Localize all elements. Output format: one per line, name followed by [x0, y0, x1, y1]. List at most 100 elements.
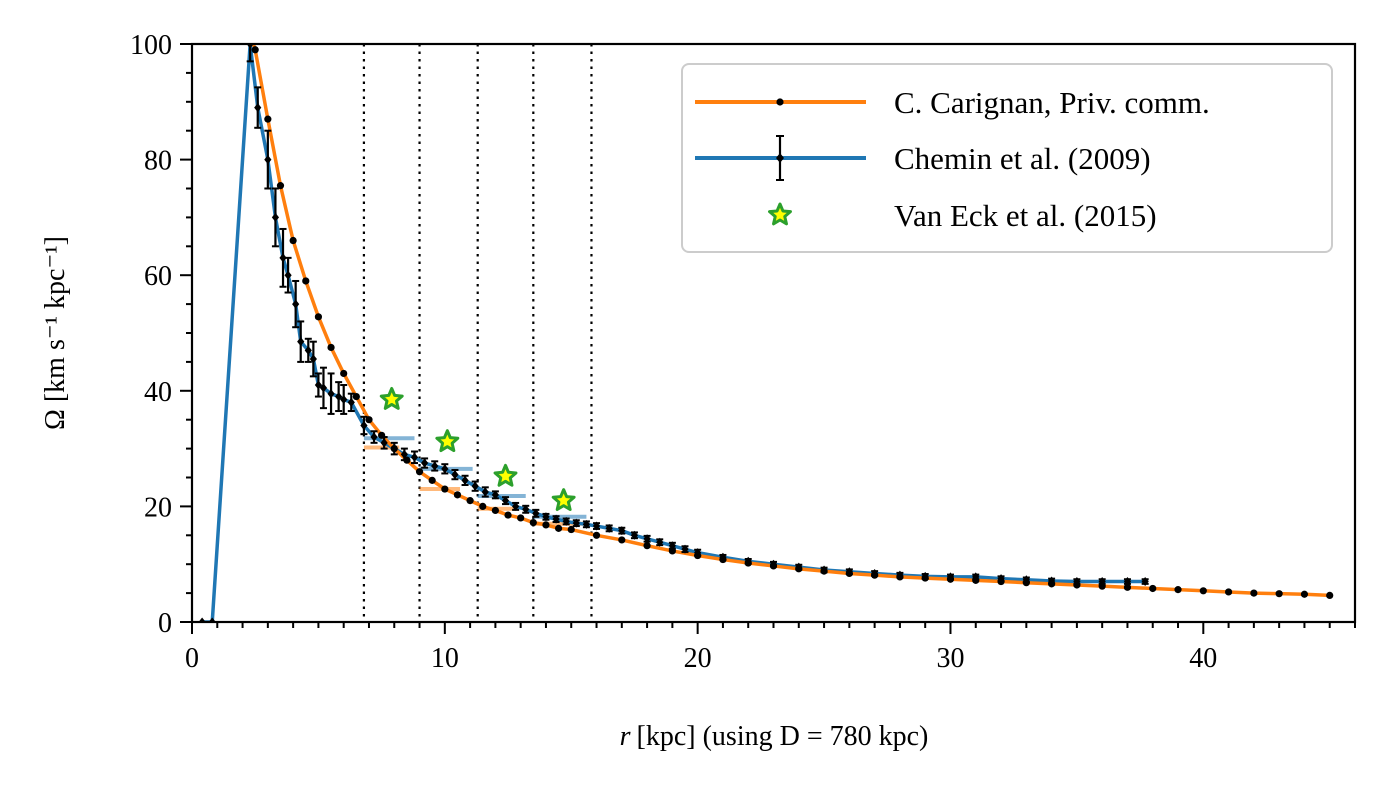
chemin-point-40: [582, 519, 591, 529]
y-tick-label-3: 60: [144, 261, 172, 292]
vertical-lines: [362, 44, 593, 622]
carignan-point-27: [592, 531, 601, 539]
x-axis-label: r [kpc] (using D = 780 kpc): [620, 721, 929, 752]
carignan-point-16: [441, 485, 449, 493]
chemin-point-2: [246, 44, 254, 49]
carignan-point-39: [896, 573, 904, 581]
chemin-point-4: [264, 155, 272, 165]
carignan-point-44: [1022, 579, 1030, 587]
series-layer: [198, 44, 1334, 622]
chemin-point-35: [532, 508, 540, 518]
chemin-point-10: [304, 345, 312, 355]
carignan-point-21: [504, 511, 512, 519]
carignan-point-47: [1098, 582, 1106, 590]
carignan-point-1: [251, 46, 259, 54]
carignan-point-30: [668, 547, 676, 555]
vaneck-point-0: [379, 386, 404, 410]
x-tick-label-1: 10: [431, 643, 459, 674]
vaneck-point-1: [435, 429, 460, 453]
chemin-point-27: [451, 470, 459, 480]
chemin-point-39: [572, 518, 580, 528]
carignan-point-53: [1250, 589, 1258, 597]
chemin-point-11: [309, 354, 317, 364]
carignan-point-52: [1224, 588, 1233, 596]
chemin-point-28: [461, 475, 469, 485]
carignan-point-10: [365, 416, 373, 424]
chemin-point-37: [552, 514, 560, 524]
chemin-point-32: [501, 496, 510, 506]
carignan-point-22: [517, 514, 525, 522]
chemin-point-13: [319, 383, 328, 393]
carignan-point-35: [795, 565, 803, 573]
carignan-point-37: [845, 569, 853, 578]
y-tick-label-2: 40: [144, 377, 172, 408]
y-tick-label-5: 100: [130, 30, 172, 61]
chemin-point-18: [360, 420, 368, 430]
carignan-point-50: [1174, 586, 1182, 594]
chemin-point-67: [1141, 577, 1149, 587]
chemin-point-5: [271, 212, 280, 222]
chemin-point-46: [656, 537, 664, 547]
chemin-point-45: [643, 534, 651, 544]
chemin-point-29: [471, 481, 479, 491]
carignan-point-6: [314, 313, 323, 321]
chemin-point-15: [335, 392, 343, 402]
carignan-point-8: [340, 369, 348, 378]
carignan-point-29: [643, 542, 651, 550]
carignan-point-9: [352, 392, 360, 401]
carignan-point-23: [529, 518, 537, 527]
chemin-point-9: [297, 337, 305, 347]
carignan-point-14: [415, 468, 424, 476]
chemin-point-33: [512, 501, 520, 511]
chemin-point-23: [410, 452, 419, 462]
x-tick-label-4: 40: [1189, 643, 1217, 674]
vaneck-point-2: [493, 463, 518, 487]
legend-label-2: Van Eck et al. (2015): [894, 198, 1157, 233]
legend-label-1: Chemin et al. (2009): [894, 141, 1151, 176]
carignan-point-19: [479, 502, 487, 510]
chemin-point-30: [481, 487, 489, 497]
carignan-point-25: [554, 524, 563, 532]
chemin-point-1: [208, 617, 216, 622]
chemin-point-36: [542, 512, 550, 522]
carignan-point-17: [453, 491, 462, 499]
chemin-point-31: [491, 490, 499, 500]
chemin-point-48: [681, 544, 689, 554]
carignan-point-18: [466, 497, 474, 505]
chemin-point-41: [592, 521, 601, 531]
chemin-point-66: [1123, 577, 1132, 587]
chemin-point-44: [630, 530, 639, 540]
y-axis-label: Ω [km s⁻¹ kpc⁻¹]: [40, 236, 71, 430]
chemin-point-26: [441, 464, 449, 474]
carignan-point-40: [921, 574, 929, 582]
legend-chemin-marker: [776, 153, 784, 163]
x-tick-label-3: 30: [936, 643, 964, 674]
chemin-point-25: [431, 461, 439, 471]
carignan-point-32: [719, 555, 727, 564]
y-tick-label-1: 20: [144, 492, 172, 523]
chemin-point-38: [562, 516, 570, 526]
carignan-point-5: [302, 277, 310, 285]
carignan-point-15: [428, 476, 436, 484]
carignan-point-49: [1149, 584, 1157, 593]
carignan-point-20: [491, 506, 499, 515]
legend-label-0: C. Carignan, Priv. comm.: [894, 85, 1210, 120]
carignan-point-54: [1275, 590, 1283, 598]
chemin-point-22: [400, 449, 408, 459]
carignan-point-11: [378, 431, 386, 439]
chemin-point-6: [279, 253, 287, 263]
chemin-point-19: [370, 432, 378, 442]
y-tick-label-0: 0: [158, 608, 172, 639]
carignan-point-26: [567, 525, 575, 534]
chemin-point-16: [340, 394, 348, 404]
carignan-point-4: [289, 236, 297, 245]
carignan-point-43: [997, 577, 1005, 586]
chemin-point-7: [284, 270, 292, 280]
carignan-point-7: [327, 343, 335, 352]
carignan-point-2: [264, 115, 272, 123]
legend-box: [681, 63, 1333, 253]
y-tick-label-4: 80: [144, 146, 172, 177]
carignan-point-28: [618, 536, 626, 544]
carignan-point-46: [1073, 581, 1081, 589]
